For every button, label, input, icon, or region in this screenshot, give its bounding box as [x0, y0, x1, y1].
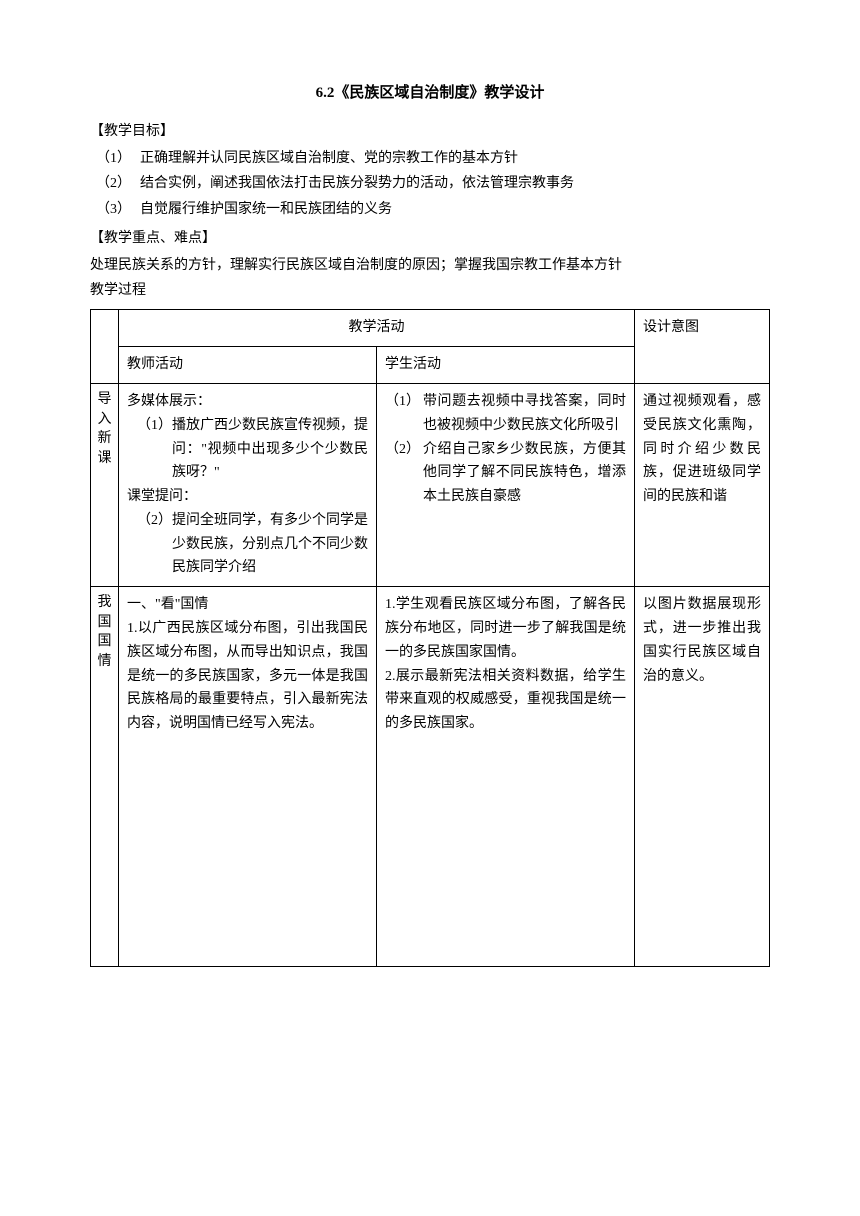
teacher-item-text: 提问全班同学，有多少个同学是少数民族，分别点几个不同少数民族同学介绍 [172, 509, 368, 580]
section-char: 导 [98, 390, 112, 410]
objectives-header: 【教学目标】 [90, 119, 770, 144]
section-label: 导 入 新 课 [93, 390, 116, 468]
section-char: 我 [98, 593, 112, 613]
teacher-line: 课堂提问： [127, 485, 368, 509]
student-header: 学生活动 [377, 347, 635, 384]
teacher-item-num: （2） [127, 509, 172, 580]
section-char: 新 [98, 429, 112, 449]
teacher-cell: 一、"看"国情 1.以广西民族区域分布图，引出我国民族区域分布图，从而导出知识点… [119, 587, 377, 967]
section-char: 情 [98, 652, 112, 672]
document-title: 6.2《民族区域自治制度》教学设计 [90, 80, 770, 107]
teacher-header: 教师活动 [119, 347, 377, 384]
teacher-item: （1） 播放广西少数民族宣传视频，提问："视频中出现多少个少数民族呀？" [127, 414, 368, 485]
objective-text: 自觉履行维护国家统一和民族团结的义务 [140, 197, 770, 222]
objective-item: （3） 自觉履行维护国家统一和民族团结的义务 [90, 197, 770, 222]
table-row: 我 国 国 情 一、"看"国情 1.以广西民族区域分布图，引出我国民族区域分布图… [91, 587, 770, 967]
section-label-cell: 导 入 新 课 [91, 383, 119, 586]
section-char: 课 [98, 449, 112, 469]
activity-header: 教学活动 [119, 310, 635, 347]
objective-text: 结合实例，阐述我国依法打击民族分裂势力的活动，依法管理宗教事务 [140, 171, 770, 196]
teacher-line: 一、"看"国情 [127, 593, 368, 617]
teacher-item-num: （1） [127, 414, 172, 485]
table-row: 导 入 新 课 多媒体展示： （1） 播放广西少数民族宣传视频，提问："视频中出… [91, 383, 770, 586]
student-cell: （1） 带问题去视频中寻找答案，同时也被视频中少数民族文化所吸引 （2） 介绍自… [377, 383, 635, 586]
section-char: 国 [98, 613, 112, 633]
objective-text: 正确理解并认同民族区域自治制度、党的宗教工作的基本方针 [140, 146, 770, 171]
student-item: （1） 带问题去视频中寻找答案，同时也被视频中少数民族文化所吸引 [385, 390, 626, 438]
teacher-para: 1.以广西民族区域分布图，引出我国民族区域分布图，从而导出知识点，我国是统一的多… [127, 617, 368, 736]
intent-text: 通过视频观看，感受民族文化熏陶，同时介绍少数民族，促进班级同学间的民族和谐 [643, 390, 761, 509]
student-item-num: （1） [385, 390, 423, 438]
empty-cell [91, 310, 119, 384]
objective-num: （2） [90, 171, 140, 196]
teacher-cell: 多媒体展示： （1） 播放广西少数民族宣传视频，提问："视频中出现多少个少数民族… [119, 383, 377, 586]
objective-num: （1） [90, 146, 140, 171]
teacher-item-text: 播放广西少数民族宣传视频，提问："视频中出现多少个少数民族呀？" [172, 414, 368, 485]
section-char: 入 [98, 410, 112, 430]
student-para: 1.学生观看民族区域分布图，了解各民族分布地区，同时进一步了解我国是统一的多民族… [385, 593, 626, 664]
section-label: 我 国 国 情 [93, 593, 116, 671]
objective-item: （2） 结合实例，阐述我国依法打击民族分裂势力的活动，依法管理宗教事务 [90, 171, 770, 196]
student-item-text: 介绍自己家乡少数民族，方便其他同学了解不同民族特色，增添本土民族自豪感 [423, 438, 626, 509]
intent-header: 设计意图 [635, 310, 770, 384]
section-char: 国 [98, 632, 112, 652]
section-label-cell: 我 国 国 情 [91, 587, 119, 967]
teacher-item: （2） 提问全班同学，有多少个同学是少数民族，分别点几个不同少数民族同学介绍 [127, 509, 368, 580]
keypoints-text: 处理民族关系的方针，理解实行民族区域自治制度的原因；掌握我国宗教工作基本方针 [90, 253, 770, 278]
objective-item: （1） 正确理解并认同民族区域自治制度、党的宗教工作的基本方针 [90, 146, 770, 171]
lesson-table: 教学活动 设计意图 教师活动 学生活动 导 入 新 课 多媒体展示： （1） 播… [90, 309, 770, 967]
objective-num: （3） [90, 197, 140, 222]
student-item-num: （2） [385, 438, 423, 509]
keypoints-header: 【教学重点、难点】 [90, 226, 770, 251]
process-header: 教学过程 [90, 278, 770, 303]
teacher-line: 多媒体展示： [127, 390, 368, 414]
student-item: （2） 介绍自己家乡少数民族，方便其他同学了解不同民族特色，增添本土民族自豪感 [385, 438, 626, 509]
student-para: 2.展示最新宪法相关资料数据，给学生带来直观的权威感受，重视我国是统一的多民族国… [385, 665, 626, 736]
intent-cell: 通过视频观看，感受民族文化熏陶，同时介绍少数民族，促进班级同学间的民族和谐 [635, 383, 770, 586]
student-cell: 1.学生观看民族区域分布图，了解各民族分布地区，同时进一步了解我国是统一的多民族… [377, 587, 635, 967]
intent-text: 以图片数据展现形式，进一步推出我国实行民族区域自治的意义。 [643, 593, 761, 688]
table-header-row: 教学活动 设计意图 [91, 310, 770, 347]
intent-cell: 以图片数据展现形式，进一步推出我国实行民族区域自治的意义。 [635, 587, 770, 967]
student-item-text: 带问题去视频中寻找答案，同时也被视频中少数民族文化所吸引 [423, 390, 626, 438]
